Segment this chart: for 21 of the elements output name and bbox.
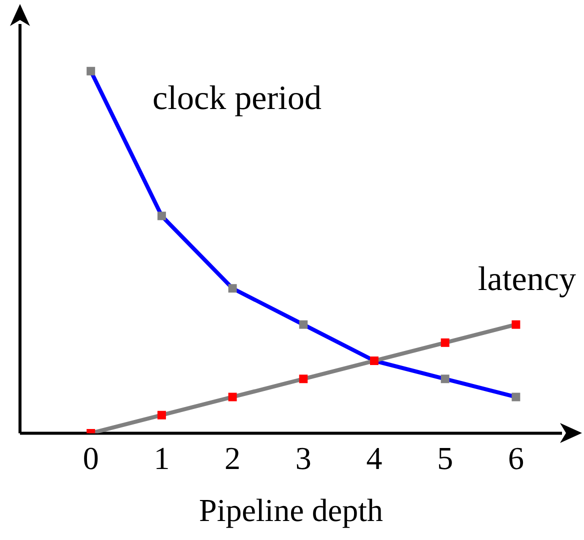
x-tick-label: 5 — [437, 440, 454, 476]
point — [299, 320, 308, 329]
x-tick-label: 3 — [295, 440, 312, 476]
point — [440, 338, 450, 347]
x-tick-label: 6 — [508, 440, 524, 476]
series-label: clock period — [152, 80, 322, 117]
point — [86, 66, 96, 76]
x-tick-label: 0 — [82, 440, 99, 476]
x-axis-title: Pipeline depth — [199, 492, 383, 528]
point — [157, 212, 166, 220]
series-label: latency — [478, 261, 576, 298]
point — [440, 374, 450, 384]
x-tick-label: 1 — [154, 440, 170, 476]
point — [228, 392, 237, 402]
x-tick-label: 4 — [366, 440, 382, 476]
point — [157, 410, 166, 420]
point — [512, 320, 520, 329]
point — [299, 374, 308, 384]
x-tick-label: 2 — [224, 440, 241, 476]
point — [228, 284, 237, 293]
point — [512, 392, 520, 402]
